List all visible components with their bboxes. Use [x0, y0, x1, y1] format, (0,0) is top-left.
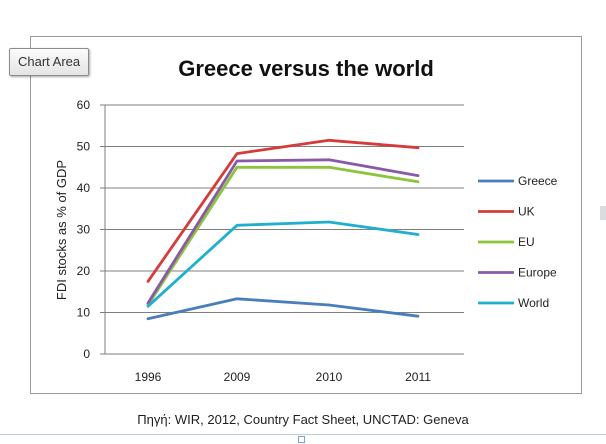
- y-tick-label: 10: [77, 306, 91, 320]
- legend-label: Greece: [518, 174, 558, 188]
- x-tick-labels: 1996 2009 2010 2011: [135, 370, 432, 384]
- chart-title: Greece versus the world: [178, 56, 434, 81]
- y-tick-label: 30: [77, 223, 91, 237]
- chart-area-tooltip: Chart Area: [9, 48, 90, 76]
- legend-label: World: [518, 296, 549, 310]
- legend: Greece UK EU Europe World: [478, 174, 558, 310]
- series-line-eu: [146, 165, 420, 307]
- series-lines: [146, 138, 420, 321]
- series-line-uk: [146, 138, 420, 283]
- x-tick-label: 2011: [405, 370, 431, 384]
- legend-label: Europe: [518, 266, 557, 280]
- axes: [100, 104, 464, 355]
- y-tick-label: 0: [83, 347, 90, 361]
- resize-handle[interactable]: [298, 436, 305, 443]
- source-note: Πηγή: WIR, 2012, Country Fact Sheet, UNC…: [137, 412, 469, 427]
- y-tick-label: 50: [77, 140, 91, 154]
- y-tick-label: 40: [77, 181, 91, 195]
- x-tick-label: 1996: [135, 370, 162, 384]
- legend-label: EU: [518, 235, 535, 249]
- page-divider: [0, 434, 606, 435]
- series-line-world: [146, 220, 420, 308]
- x-tick-label: 2009: [224, 370, 251, 384]
- y-tick-labels: 0 10 20 30 40 50 60: [77, 98, 91, 361]
- chart-area[interactable]: [30, 36, 582, 394]
- legend-label: UK: [518, 205, 535, 219]
- y-tick-label: 60: [77, 98, 91, 112]
- series-line-greece: [146, 297, 420, 321]
- x-tick-label: 2010: [316, 370, 343, 384]
- scroll-marker: [600, 206, 606, 220]
- series-line-europe: [146, 158, 420, 305]
- y-tick-label: 20: [77, 264, 91, 278]
- gridlines: [105, 104, 464, 313]
- y-axis-label: FDI stocks as % of GDP: [54, 160, 69, 300]
